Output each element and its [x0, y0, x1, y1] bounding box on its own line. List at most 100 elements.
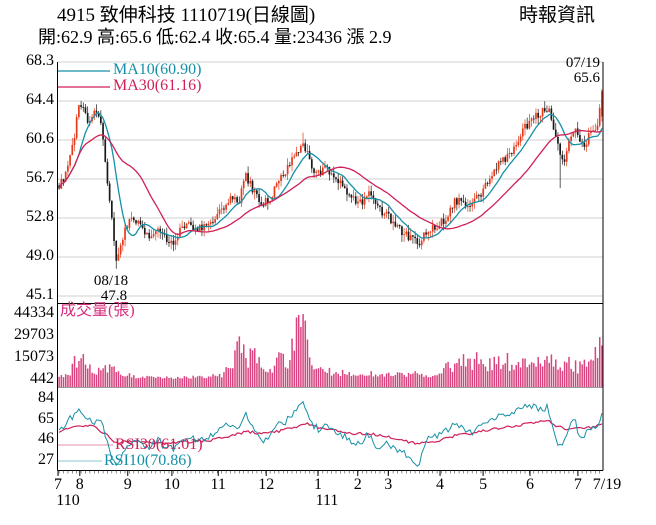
- price-axis-tick-label: 49.0: [26, 247, 54, 264]
- volume-bar: [172, 378, 175, 387]
- candle-body: [108, 183, 111, 201]
- volume-bar: [177, 376, 179, 387]
- volume-bar: [559, 367, 561, 387]
- candle-body: [187, 222, 190, 224]
- volume-bar: [133, 375, 135, 387]
- candle-body: [346, 188, 348, 195]
- volume-bar: [445, 363, 447, 387]
- volume-bar: [166, 376, 168, 387]
- volume-bar: [388, 372, 390, 387]
- candle-body: [278, 181, 280, 184]
- candle-body: [341, 180, 344, 187]
- candle-body: [100, 116, 102, 124]
- volume-bar: [511, 364, 513, 387]
- volume-bar: [251, 350, 254, 387]
- candle-body: [159, 228, 162, 233]
- volume-bar: [337, 373, 339, 387]
- volume-bar: [205, 378, 208, 387]
- candle-body: [280, 175, 282, 182]
- candle-body: [517, 141, 520, 146]
- volume-bar: [152, 377, 155, 387]
- volume-bar: [484, 366, 487, 387]
- volume-bar: [418, 374, 421, 387]
- candle-body: [456, 198, 458, 205]
- volume-bar: [346, 374, 348, 387]
- candle-body: [379, 205, 381, 207]
- volume-bar: [161, 378, 164, 387]
- volume-bar: [414, 371, 416, 387]
- volume-bar: [234, 350, 236, 387]
- volume-bar: [335, 372, 337, 387]
- candle-body: [475, 195, 478, 199]
- volume-bar: [594, 346, 597, 387]
- volume-bar: [473, 359, 476, 387]
- volume-bar: [249, 348, 252, 387]
- volume-bar: [236, 341, 238, 387]
- volume-pane-title: 成交量(張): [60, 302, 135, 319]
- x-axis-month-label: 5: [479, 476, 488, 493]
- candle-body: [486, 183, 489, 185]
- candle-body: [585, 144, 588, 147]
- candle-body: [209, 222, 212, 224]
- volume-bar: [232, 368, 234, 387]
- rsi10-legend-label: RSI10(70.86): [104, 452, 192, 469]
- candle-body: [130, 217, 133, 219]
- volume-bar: [491, 370, 493, 387]
- volume-bar: [401, 373, 403, 387]
- candle-body: [297, 152, 300, 154]
- candle-body: [427, 232, 430, 235]
- volume-bar: [119, 374, 122, 387]
- candle-body: [596, 125, 599, 130]
- candle-body: [212, 222, 214, 223]
- candle-body: [495, 169, 498, 171]
- volume-bar: [126, 375, 129, 387]
- candle-body: [579, 135, 581, 142]
- volume-bar: [183, 376, 186, 387]
- volume-bar: [146, 375, 148, 387]
- volume-bar: [348, 372, 350, 387]
- candle-body: [436, 228, 438, 230]
- volume-bar: [269, 368, 271, 387]
- candle-body: [192, 224, 194, 231]
- candle-body: [245, 173, 247, 181]
- candle-body: [67, 165, 69, 172]
- volume-bar: [212, 374, 214, 387]
- candle-body: [170, 240, 173, 244]
- candle-body: [348, 194, 351, 196]
- volume-bar: [368, 375, 370, 387]
- x-axis-month-label: 6: [525, 476, 534, 493]
- volume-bar: [240, 352, 243, 387]
- candle-body: [506, 153, 509, 162]
- candle-body: [308, 151, 311, 160]
- rsi30-line: [58, 419, 603, 446]
- volume-bar: [78, 361, 80, 387]
- candle-body: [240, 188, 243, 204]
- volume-bar: [179, 378, 181, 387]
- volume-bar: [361, 374, 364, 387]
- candle-body: [284, 174, 287, 177]
- volume-bar: [379, 374, 381, 387]
- candle-body: [198, 224, 201, 232]
- volume-bar: [58, 376, 60, 387]
- volume-bar: [100, 370, 102, 387]
- candle-body: [249, 180, 252, 184]
- candle-body: [557, 136, 559, 144]
- candle-body: [121, 239, 124, 246]
- candle-body: [462, 200, 465, 202]
- x-axis-month-label: 9: [123, 476, 132, 493]
- candle-body: [115, 241, 118, 261]
- candle-body: [361, 199, 364, 205]
- volume-bar: [170, 377, 172, 387]
- candle-body: [445, 220, 447, 224]
- candle-body: [337, 179, 340, 184]
- candle-body: [565, 151, 568, 162]
- candle-body: [148, 232, 151, 239]
- candle-body: [392, 221, 394, 224]
- candle-body: [319, 170, 322, 176]
- candle-body: [396, 224, 399, 227]
- volume-bar: [225, 367, 227, 387]
- volume-bar: [489, 358, 491, 387]
- candle-body: [546, 111, 548, 113]
- volume-bar: [427, 377, 430, 387]
- candle-body: [141, 223, 144, 228]
